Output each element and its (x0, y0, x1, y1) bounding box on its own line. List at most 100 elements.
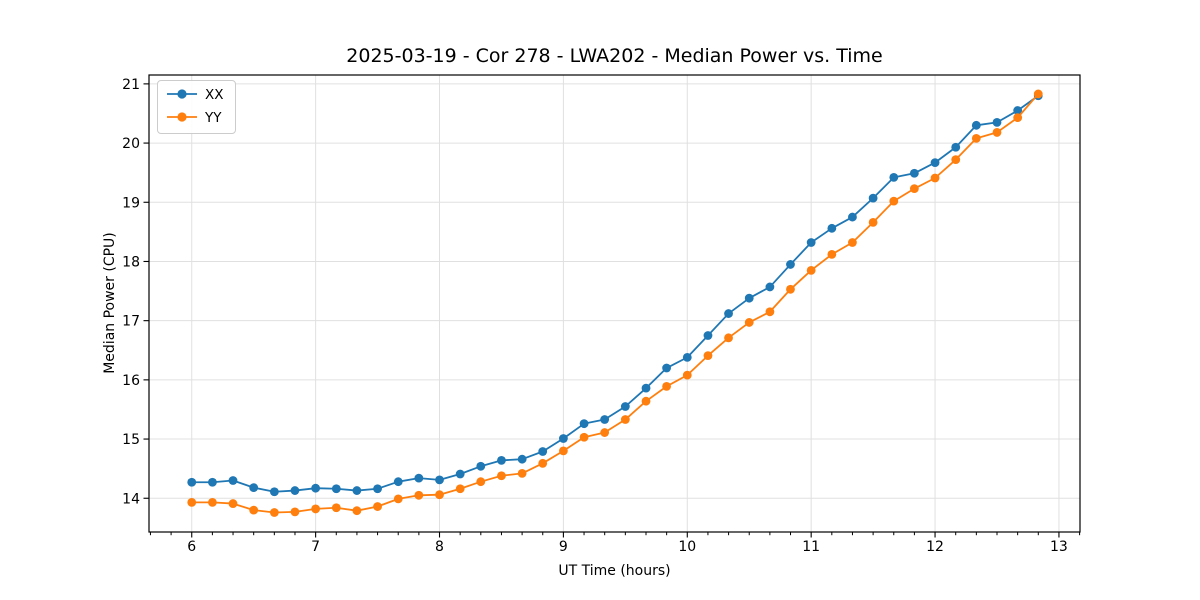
series-yy-marker (1033, 89, 1043, 99)
series-xx-marker (765, 282, 775, 292)
series-yy-marker (765, 307, 775, 317)
legend-item-xx: XX (166, 86, 224, 105)
series-yy-marker (476, 477, 486, 487)
series-xx-marker (786, 260, 795, 269)
series-xx-marker (662, 363, 671, 373)
series-xx-marker (414, 473, 424, 483)
x-axis-label: UT Time (hours) (558, 563, 671, 579)
series-yy-marker (682, 370, 692, 380)
series-xx-marker (393, 477, 403, 487)
series-yy-marker (249, 505, 259, 515)
series-xx-marker (806, 238, 816, 247)
series-xx-marker (682, 352, 692, 362)
y-axis-label: Median Power (CPU) (102, 232, 118, 374)
series-yy-marker (971, 133, 981, 143)
chart-title: 2025-03-19 - Cor 278 - LWA202 - Median P… (346, 45, 883, 67)
series-xx-marker (228, 476, 238, 485)
legend-line-marker-icon (166, 86, 198, 105)
legend-sample-svg (167, 89, 197, 99)
series-yy-marker (848, 238, 857, 247)
series-xx-marker (951, 142, 961, 152)
series-yy-marker (538, 458, 548, 468)
series-xx-marker (290, 486, 300, 495)
series-yy-marker (930, 173, 940, 183)
series-yy-marker (352, 506, 362, 516)
series-yy-marker (1013, 113, 1023, 123)
series-xx-marker (909, 168, 919, 178)
series-xx-marker (517, 454, 527, 464)
series-xx-marker (1013, 106, 1023, 115)
series-yy-marker (868, 218, 878, 227)
series-yy-marker (744, 318, 754, 327)
legend-item-yy: YY (166, 109, 224, 128)
series-xx-marker (641, 383, 651, 393)
series-yy-marker (641, 396, 651, 406)
series-yy-marker (992, 128, 1002, 137)
series-yy-marker (889, 196, 899, 206)
series-xx-marker (848, 212, 857, 222)
y-tick-label: 20 (122, 136, 140, 152)
series-yy-marker (208, 498, 217, 507)
y-tick-label: 15 (122, 432, 140, 448)
series-yy-line (191, 93, 1039, 514)
series-yy-marker (827, 249, 837, 259)
series-xx-marker (620, 402, 630, 411)
series-yy-marker (517, 468, 527, 478)
series-xx-marker (538, 447, 548, 456)
x-tick-label: 13 (1050, 539, 1068, 555)
series-yy-marker (497, 471, 506, 481)
series-yy-marker (909, 184, 919, 194)
y-tick-label: 19 (122, 195, 140, 211)
x-tick-label: 8 (435, 539, 444, 555)
series-yy-marker (724, 333, 733, 343)
y-tick-label: 17 (122, 314, 140, 330)
series-xx-marker (208, 477, 217, 487)
series-yy-marker (703, 351, 713, 360)
series-xx-marker (827, 223, 837, 233)
series-xx-marker (724, 309, 733, 318)
legend-sample-svg (167, 112, 197, 122)
series-xx-line (191, 94, 1039, 493)
series-yy-marker (414, 490, 424, 500)
series-xx-marker (992, 117, 1002, 127)
series-xx-marker (331, 484, 341, 494)
series-xx-marker (703, 331, 713, 340)
series-xx-marker (971, 120, 981, 130)
series-yy-marker (435, 490, 444, 500)
series-xx-marker (476, 461, 486, 471)
series-xx-marker (269, 487, 279, 497)
x-tick-label: 10 (678, 539, 696, 555)
legend-label: YY (205, 110, 222, 126)
series-yy-marker (600, 428, 610, 437)
series-xx-marker (930, 158, 940, 168)
series-yy-marker (786, 284, 795, 294)
x-tick-label: 9 (559, 539, 568, 555)
series-xx-marker (435, 475, 444, 485)
series-xx-marker (352, 486, 362, 495)
y-tick-label: 21 (122, 77, 140, 93)
series-yy-marker (269, 508, 279, 517)
y-tick-label: 18 (122, 254, 140, 270)
series-yy-marker (311, 504, 321, 514)
series-xx-marker (187, 477, 197, 487)
series-yy-marker (373, 502, 382, 511)
series-xx-marker (455, 469, 465, 479)
series-yy-marker (187, 498, 197, 507)
series-xx-marker (311, 483, 321, 493)
series-yy-marker (331, 503, 341, 513)
series-xx-marker (249, 483, 259, 493)
series-xx-marker (497, 455, 506, 465)
y-tick-label: 16 (122, 373, 140, 389)
series-yy-marker (620, 415, 630, 424)
x-tick-label: 11 (802, 539, 820, 555)
series-xx-marker (373, 484, 382, 494)
legend: XX YY (157, 80, 236, 134)
series-yy-marker (951, 155, 961, 165)
x-tick-label: 12 (926, 539, 944, 555)
series-yy-marker (662, 381, 671, 391)
series-yy-marker (558, 446, 568, 456)
series-xx-marker (558, 434, 568, 443)
series-xx-marker (600, 415, 610, 424)
